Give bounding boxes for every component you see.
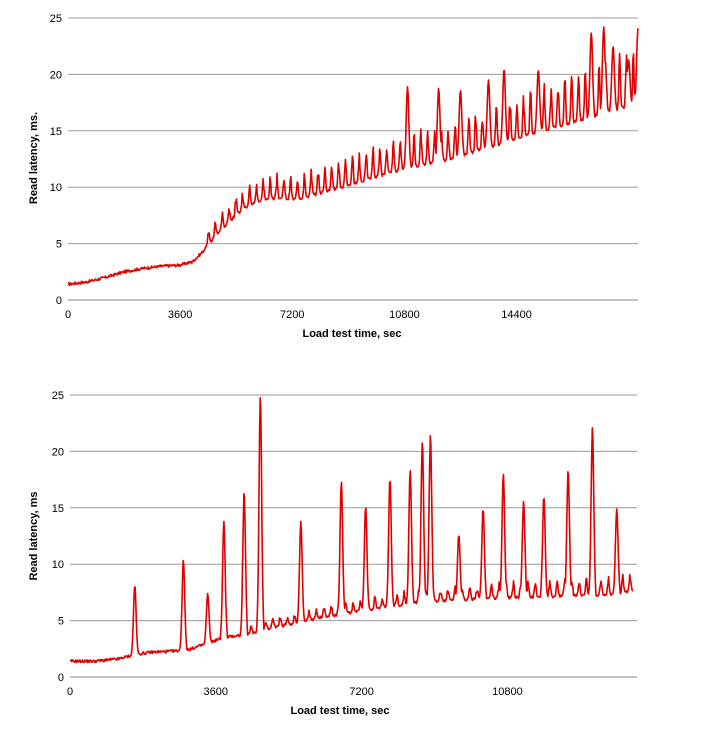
x-tick-label: 10800 [492,686,523,698]
y-tick-label: 25 [52,390,64,402]
x-tick-label: 3600 [168,309,192,321]
bottom-x-tick-labels: 0 3600 7200 10800 [67,686,523,698]
x-tick-label: 3600 [204,686,228,698]
top-x-axis-title: Load test time, sec [302,328,401,340]
y-tick-label: 20 [52,446,64,458]
x-tick-label: 14400 [501,309,532,321]
top-y-axis-title: Read latency, ms. [28,112,40,204]
top-y-tick-labels: 0 5 10 15 20 25 [50,13,62,307]
x-tick-label: 10800 [389,309,420,321]
top-series-line [67,26,639,287]
y-tick-label: 15 [52,503,64,515]
chart-top: 0 5 10 15 20 25 0 3600 7200 10800 14400 Load test… [28,13,639,340]
x-tick-label: 7200 [280,309,304,321]
chart-bottom: 0 5 10 15 20 25 0 3600 7200 10800 Load test time… [28,390,637,717]
top-grid-lines [68,17,638,245]
x-tick-label: 0 [65,309,71,321]
y-tick-label: 5 [56,239,62,251]
bottom-grid-lines [70,394,637,622]
y-tick-label: 0 [56,295,62,307]
top-x-tick-labels: 0 3600 7200 10800 14400 [65,309,532,321]
y-tick-label: 10 [50,182,62,194]
x-tick-label: 7200 [349,686,373,698]
y-tick-label: 25 [50,13,62,25]
y-tick-label: 15 [50,126,62,138]
bottom-y-axis-title: Read latency, ms [28,491,40,580]
bottom-y-tick-labels: 0 5 10 15 20 25 [52,390,64,684]
bottom-series-line [69,396,634,664]
y-tick-label: 0 [58,672,64,684]
y-tick-label: 5 [58,616,64,628]
x-tick-label: 0 [67,686,73,698]
bottom-x-axis-title: Load test time, sec [290,705,389,717]
y-tick-label: 20 [50,69,62,81]
y-tick-label: 10 [52,559,64,571]
